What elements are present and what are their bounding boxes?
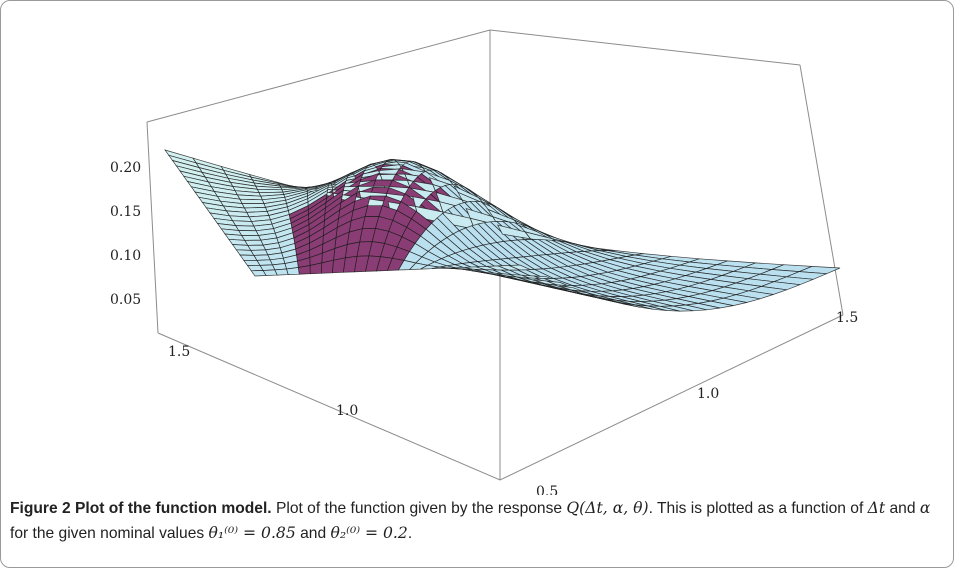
surface-patch bbox=[246, 265, 264, 272]
z-tick: 0.05 bbox=[110, 292, 141, 308]
left-axis-tick: 1.5 bbox=[168, 344, 190, 360]
box-top-back-edge bbox=[146, 29, 801, 123]
right-axis-ticks: 1.5 1.0 bbox=[697, 310, 858, 402]
surface-patch bbox=[244, 239, 264, 246]
surface-patch bbox=[250, 249, 269, 256]
caption-math: Q(Δt, α, θ) bbox=[566, 499, 649, 517]
box-bottom-front-edge bbox=[157, 314, 844, 481]
surface-patch bbox=[247, 244, 267, 251]
caption-math: θ₁⁽⁰⁾ = 0.85 bbox=[208, 524, 296, 542]
surface-patch bbox=[238, 230, 260, 236]
surface-patch bbox=[241, 235, 262, 241]
surface-patch bbox=[331, 257, 346, 274]
caption-math: θ₂⁽⁰⁾ = 0.2 bbox=[330, 524, 408, 542]
caption-text: . bbox=[407, 525, 413, 542]
surface-patch bbox=[239, 254, 258, 261]
surface-plot: 0.20 0.15 0.10 0.05 1.5 1.0 0.5 1.5 1.0 bbox=[110, 29, 858, 495]
surface-patch bbox=[235, 225, 257, 232]
surface-patch bbox=[660, 305, 694, 312]
caption-text: . This is plotted as a function of bbox=[648, 500, 868, 517]
caption-text: for the given nominal values bbox=[10, 525, 209, 542]
left-axis-ticks: 1.5 1.0 0.5 bbox=[168, 344, 558, 495]
left-axis-tick: 1.0 bbox=[336, 403, 358, 419]
surface-patch bbox=[239, 198, 265, 204]
box-right-vertical-edge bbox=[799, 64, 844, 316]
z-axis-ticks: 0.20 0.15 0.10 0.05 bbox=[110, 160, 141, 308]
surface-patch bbox=[243, 259, 261, 266]
caption-math: α bbox=[919, 499, 931, 517]
right-axis-tick: 1.0 bbox=[697, 386, 719, 402]
surface-patch bbox=[250, 270, 267, 277]
caption-text: and bbox=[295, 525, 331, 542]
surface bbox=[164, 149, 841, 312]
figure-title: Plot of the function model. bbox=[75, 500, 272, 517]
caption-text: and bbox=[885, 500, 920, 517]
z-tick: 0.10 bbox=[110, 248, 141, 264]
z-tick: 0.20 bbox=[110, 160, 141, 176]
caption-math: Δt bbox=[867, 499, 886, 517]
figure-label: Figure 2 bbox=[10, 500, 71, 517]
z-tick: 0.15 bbox=[110, 204, 141, 220]
left-axis-tick: 0.5 bbox=[536, 484, 558, 495]
figure-caption: Figure 2 Plot of the function model. Plo… bbox=[10, 496, 940, 546]
box-left-vertical-edge bbox=[146, 121, 159, 334]
surface-patch bbox=[286, 267, 300, 275]
caption-text: Plot of the function given by the respon… bbox=[275, 500, 567, 517]
right-axis-tick: 1.5 bbox=[836, 310, 858, 326]
